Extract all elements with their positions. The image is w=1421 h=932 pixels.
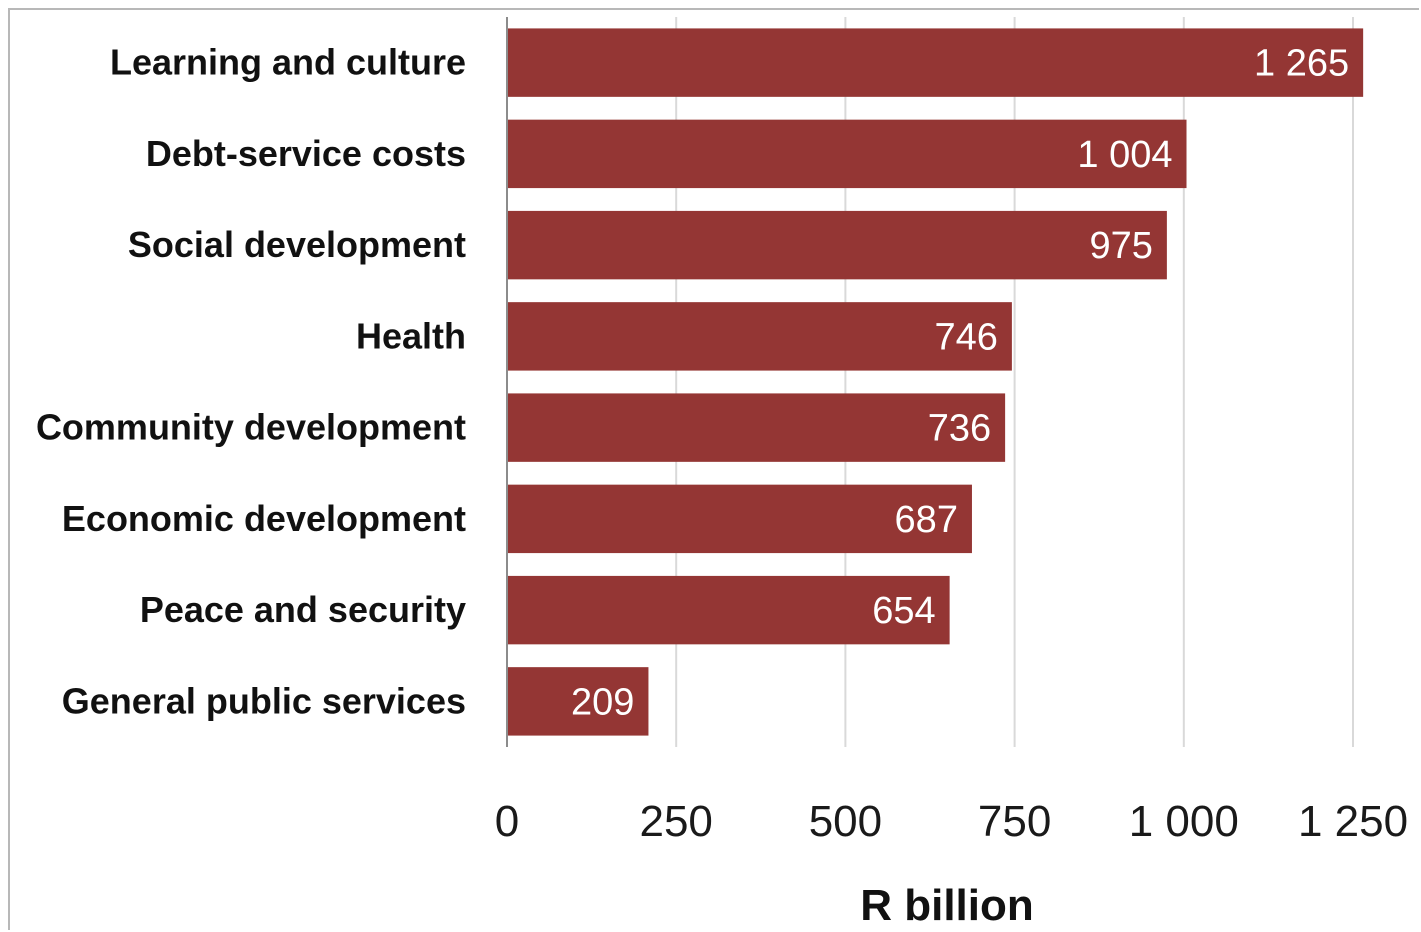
x-axis-title: R billion <box>860 881 1034 930</box>
category-label: Health <box>356 315 466 356</box>
category-labels: Learning and culture Debt-service costs So… <box>36 42 466 722</box>
category-label: Debt-service costs <box>146 133 466 174</box>
data-label: 746 <box>934 316 997 358</box>
bar <box>507 210 1167 280</box>
x-tick-label: 500 <box>809 797 882 846</box>
category-label: Community development <box>36 407 466 448</box>
bar <box>507 28 1364 97</box>
bar <box>507 667 649 736</box>
data-label: 687 <box>895 499 958 541</box>
data-label: 209 <box>571 681 634 723</box>
bar <box>507 575 950 645</box>
x-tick-label: 250 <box>639 797 712 846</box>
category-label: General public services <box>62 680 466 721</box>
x-tick-label: 1 000 <box>1129 797 1239 846</box>
x-axis-ticks: 0 250 500 750 1 000 1 250 <box>495 797 1408 846</box>
data-label: 736 <box>928 408 991 450</box>
bars: 1 265 1 004 975 746 736 687 654 209 <box>507 28 1364 736</box>
category-label: Peace and security <box>140 589 466 630</box>
x-tick-label: 750 <box>978 797 1051 846</box>
category-label: Social development <box>128 224 466 265</box>
x-tick-label: 1 250 <box>1298 797 1408 846</box>
x-tick-label: 0 <box>495 797 519 846</box>
data-label: 1 265 <box>1254 43 1349 85</box>
chart-frame <box>8 8 1419 930</box>
category-label: Economic development <box>62 498 466 539</box>
bar <box>507 484 972 554</box>
category-label: Learning and culture <box>110 42 466 83</box>
bar <box>507 393 1006 462</box>
data-label: 1 004 <box>1077 134 1172 176</box>
data-label: 654 <box>872 590 935 632</box>
data-label: 975 <box>1089 225 1152 267</box>
bar <box>507 302 1012 371</box>
bar <box>507 119 1187 189</box>
